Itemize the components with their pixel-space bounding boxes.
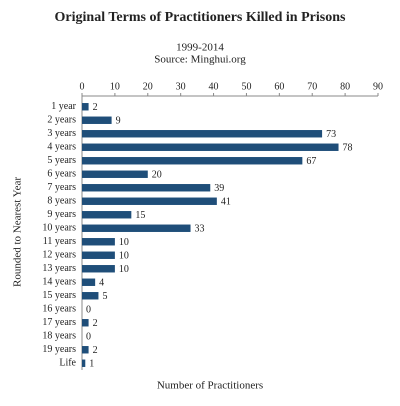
data-label: 10 xyxy=(119,264,129,275)
bar xyxy=(82,265,115,273)
y-tick-label: 12 years xyxy=(42,250,76,261)
y-tick-label: 18 years xyxy=(42,331,76,342)
chart-subtitle: 1999-2014 xyxy=(176,42,224,54)
bar xyxy=(82,346,89,354)
bar xyxy=(82,224,191,232)
x-tick-label: 0 xyxy=(80,81,85,92)
data-label: 67 xyxy=(306,156,316,167)
bar xyxy=(82,278,96,286)
data-label: 2 xyxy=(93,318,98,329)
y-tick-label: 5 years xyxy=(47,155,76,166)
y-tick-label: 19 years xyxy=(42,344,76,355)
y-tick-label: 17 years xyxy=(42,317,76,328)
chart-title: Original Terms of Practitioners Killed i… xyxy=(55,10,346,25)
y-tick-label: 6 years xyxy=(47,169,76,180)
y-tick-label: 8 years xyxy=(47,196,76,207)
bar xyxy=(82,359,86,367)
bar xyxy=(82,184,211,192)
bar xyxy=(82,103,89,111)
y-tick-label: 7 years xyxy=(47,182,76,193)
x-axis-label: Number of Practitioners xyxy=(157,380,263,392)
y-tick-label: 4 years xyxy=(47,142,76,153)
data-label: 0 xyxy=(86,332,91,343)
data-label: 39 xyxy=(214,183,224,194)
data-label: 15 xyxy=(135,210,145,221)
y-tick-label: 1 year xyxy=(51,101,76,112)
y-tick-label: 3 years xyxy=(47,128,76,139)
data-label: 5 xyxy=(102,291,107,302)
bar xyxy=(82,251,115,259)
data-label: 33 xyxy=(195,224,205,235)
bar xyxy=(82,211,132,219)
data-label: 41 xyxy=(221,197,231,208)
x-tick-label: 10 xyxy=(110,81,120,92)
x-tick-label: 40 xyxy=(209,81,219,92)
bar xyxy=(82,292,99,300)
bar xyxy=(82,130,323,138)
data-label: 20 xyxy=(152,170,162,181)
data-label: 4 xyxy=(99,278,104,289)
bar xyxy=(82,116,112,124)
y-tick-label: 16 years xyxy=(42,304,76,315)
x-tick-label: 80 xyxy=(340,81,350,92)
x-tick-label: 20 xyxy=(143,81,153,92)
data-label: 73 xyxy=(326,129,336,140)
y-tick-label: 13 years xyxy=(42,263,76,274)
x-tick-label: 60 xyxy=(274,81,284,92)
y-tick-label: Life xyxy=(59,358,76,369)
x-tick-label: 70 xyxy=(307,81,317,92)
bar xyxy=(82,197,217,205)
bar xyxy=(82,157,303,165)
x-tick-label: 50 xyxy=(241,81,251,92)
y-tick-label: 14 years xyxy=(42,277,76,288)
data-label: 1 xyxy=(89,359,94,370)
data-label: 9 xyxy=(116,116,121,127)
y-tick-label: 11 years xyxy=(43,236,76,247)
data-label: 0 xyxy=(86,305,91,316)
data-label: 2 xyxy=(93,345,98,356)
chart-source: Source: Minghui.org xyxy=(154,54,246,66)
data-label: 2 xyxy=(93,102,98,113)
data-label: 10 xyxy=(119,251,129,262)
y-tick-label: 9 years xyxy=(47,209,76,220)
x-tick-label: 30 xyxy=(176,81,186,92)
bar xyxy=(82,238,115,246)
y-tick-label: 2 years xyxy=(47,115,76,126)
x-tick-label: 90 xyxy=(373,81,383,92)
bar xyxy=(82,170,148,178)
data-label: 10 xyxy=(119,237,129,248)
y-tick-label: 15 years xyxy=(42,290,76,301)
y-axis-label: Rounded to Nearest Year xyxy=(12,177,24,287)
bar xyxy=(82,143,339,151)
y-tick-label: 10 years xyxy=(42,223,76,234)
data-label: 78 xyxy=(343,143,353,154)
bar xyxy=(82,319,89,327)
